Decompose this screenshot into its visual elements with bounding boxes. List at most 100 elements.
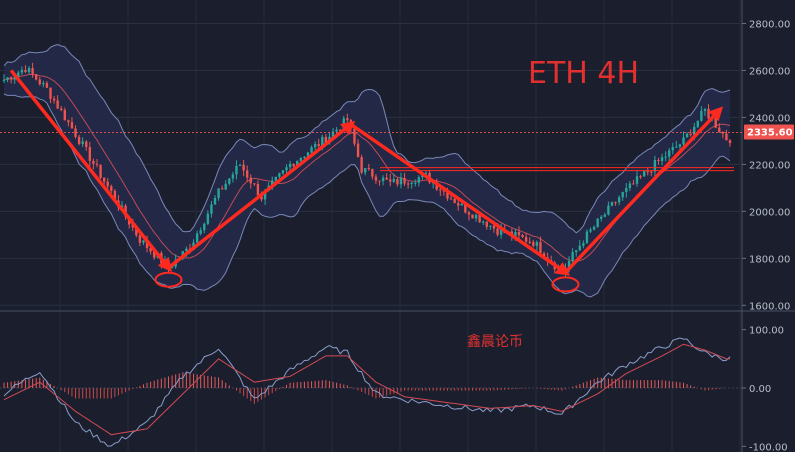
candle-body <box>253 183 256 185</box>
candle-body <box>474 214 478 219</box>
candle-body <box>60 108 63 110</box>
candle-body <box>399 177 403 185</box>
candle-body <box>464 203 467 213</box>
trend-arrow <box>167 121 356 270</box>
candle-body <box>63 109 66 121</box>
osc-fast-line <box>3 337 731 447</box>
candle-body <box>353 128 356 144</box>
candle-body <box>245 170 249 178</box>
candle-body <box>56 100 59 109</box>
candle-body <box>17 72 20 77</box>
candle-body <box>675 146 678 148</box>
candle-body <box>682 137 685 145</box>
candle-body <box>671 147 674 151</box>
candle-body <box>367 168 370 170</box>
candle-body <box>392 179 396 182</box>
candle-body <box>235 165 238 175</box>
chart-title: ETH 4H <box>528 56 639 91</box>
osc-tick-label: -100.00 <box>749 442 788 452</box>
candle-body <box>535 242 539 246</box>
candle-body <box>249 177 252 184</box>
candle-body <box>195 233 199 243</box>
candle-body <box>131 224 134 228</box>
candle-body <box>206 213 210 224</box>
candle-body <box>296 160 299 167</box>
candle-body <box>34 74 38 80</box>
bollinger-lower <box>3 93 731 298</box>
candle-body <box>13 76 16 80</box>
bollinger-band-layer <box>3 43 731 298</box>
candle-body <box>331 131 335 137</box>
candle-body <box>489 225 492 227</box>
candle-body <box>77 136 81 144</box>
candle-body <box>124 205 127 217</box>
osc-slow-line <box>3 343 730 436</box>
candle-body <box>575 250 578 253</box>
last-price-tag <box>744 124 794 140</box>
candle-body <box>650 171 653 173</box>
candle-body <box>42 83 45 85</box>
candle-body <box>610 202 614 206</box>
candle-body <box>389 179 392 182</box>
candle-body <box>453 198 456 204</box>
candle-body <box>299 157 303 161</box>
candle-body <box>20 70 24 73</box>
candle-body <box>281 170 285 174</box>
candle-body <box>9 77 13 80</box>
candle-body <box>138 235 142 243</box>
candle-body <box>485 221 489 227</box>
trend-arrow <box>564 106 724 274</box>
candle-body <box>403 177 406 184</box>
candle-body <box>99 164 102 178</box>
candle-body <box>335 129 338 132</box>
candle-body <box>85 141 88 148</box>
y-tick-label: 2400.00 <box>749 113 790 124</box>
candle-body <box>113 190 117 201</box>
candle-body <box>310 147 313 153</box>
candle-body <box>532 242 535 246</box>
y-tick-label: 2600.00 <box>749 66 790 77</box>
candle-body <box>471 214 474 219</box>
candle-body <box>539 242 542 254</box>
candle-body <box>45 83 49 88</box>
candle-body <box>728 140 732 144</box>
trend-arrow <box>9 69 173 273</box>
bottom-highlight-circle <box>154 271 183 288</box>
candle-body <box>592 226 596 230</box>
candle-body <box>689 133 692 135</box>
y-tick-label: 2800.00 <box>749 19 790 30</box>
candle-body <box>360 157 363 173</box>
candle-body <box>646 171 649 173</box>
last-price-label: 2335.60 <box>747 128 793 139</box>
candle-body <box>106 181 109 187</box>
candle-body <box>456 203 460 206</box>
candle-body <box>285 167 288 171</box>
candle-body <box>6 77 9 80</box>
candle-body <box>242 164 245 171</box>
candle-body <box>324 136 328 144</box>
candle-body <box>603 214 607 217</box>
candle-body <box>278 173 281 177</box>
candle-body <box>385 177 388 180</box>
candle-body <box>492 225 496 229</box>
candle-body <box>449 198 453 200</box>
candle-body <box>660 157 664 161</box>
candle-body <box>317 144 320 146</box>
candle-body <box>203 223 206 231</box>
candle-body <box>231 174 235 179</box>
candle-body <box>424 172 428 174</box>
candle-body <box>292 163 295 167</box>
candle-body <box>81 141 84 144</box>
candle-body <box>460 203 463 206</box>
candle-body <box>621 192 624 198</box>
candle-body <box>414 182 417 184</box>
candle-body <box>707 108 710 119</box>
candle-body <box>396 179 399 185</box>
candle-body <box>406 183 410 185</box>
candle-body <box>668 150 671 157</box>
candle-body <box>478 214 481 223</box>
candle-body <box>313 144 317 148</box>
candle-body <box>31 68 34 75</box>
candle-body <box>381 177 385 182</box>
candle-body <box>274 176 278 181</box>
